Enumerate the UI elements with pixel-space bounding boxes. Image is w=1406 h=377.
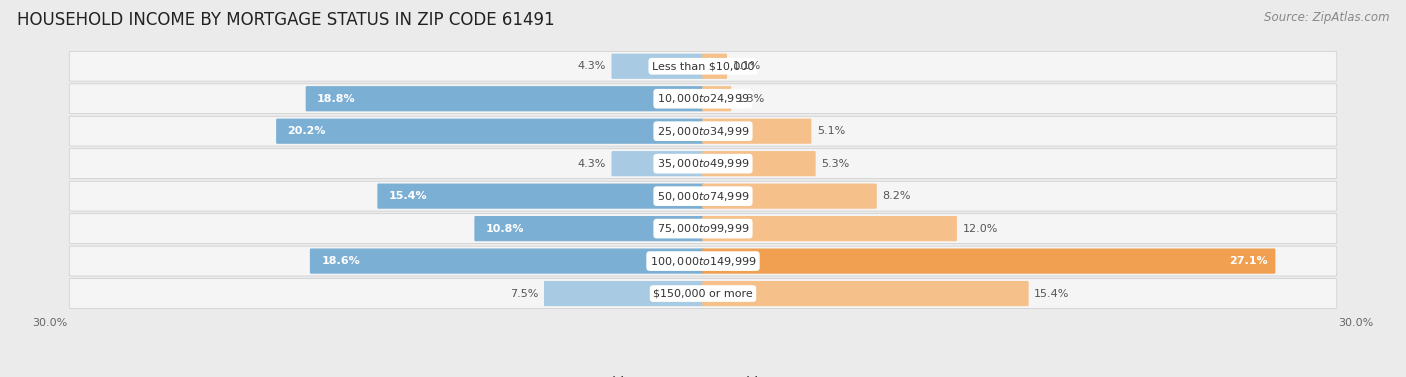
FancyBboxPatch shape — [702, 248, 1275, 274]
FancyBboxPatch shape — [69, 279, 1337, 308]
FancyBboxPatch shape — [305, 86, 704, 111]
Text: 12.0%: 12.0% — [963, 224, 998, 234]
FancyBboxPatch shape — [69, 246, 1337, 276]
Text: 1.3%: 1.3% — [737, 94, 765, 104]
FancyBboxPatch shape — [612, 54, 704, 79]
Text: $35,000 to $49,999: $35,000 to $49,999 — [657, 157, 749, 170]
Text: $75,000 to $99,999: $75,000 to $99,999 — [657, 222, 749, 235]
Text: 7.5%: 7.5% — [510, 288, 538, 299]
FancyBboxPatch shape — [702, 86, 731, 111]
FancyBboxPatch shape — [702, 151, 815, 176]
Text: $100,000 to $149,999: $100,000 to $149,999 — [650, 254, 756, 268]
FancyBboxPatch shape — [474, 216, 704, 241]
FancyBboxPatch shape — [702, 216, 957, 241]
Text: 10.8%: 10.8% — [486, 224, 524, 234]
FancyBboxPatch shape — [377, 184, 704, 209]
FancyBboxPatch shape — [69, 149, 1337, 179]
Text: 5.3%: 5.3% — [821, 159, 849, 169]
Text: $150,000 or more: $150,000 or more — [654, 288, 752, 299]
FancyBboxPatch shape — [702, 281, 1029, 306]
Text: 15.4%: 15.4% — [388, 191, 427, 201]
Text: $25,000 to $34,999: $25,000 to $34,999 — [657, 125, 749, 138]
Text: 8.2%: 8.2% — [883, 191, 911, 201]
Text: 4.3%: 4.3% — [578, 61, 606, 71]
Text: 15.4%: 15.4% — [1035, 288, 1070, 299]
Text: 20.2%: 20.2% — [288, 126, 326, 136]
FancyBboxPatch shape — [276, 119, 704, 144]
FancyBboxPatch shape — [69, 84, 1337, 113]
Text: 27.1%: 27.1% — [1230, 256, 1268, 266]
FancyBboxPatch shape — [702, 184, 877, 209]
FancyBboxPatch shape — [544, 281, 704, 306]
Text: 18.8%: 18.8% — [318, 94, 356, 104]
FancyBboxPatch shape — [69, 181, 1337, 211]
FancyBboxPatch shape — [612, 151, 704, 176]
FancyBboxPatch shape — [69, 214, 1337, 244]
Text: 4.3%: 4.3% — [578, 159, 606, 169]
Text: $50,000 to $74,999: $50,000 to $74,999 — [657, 190, 749, 203]
Text: 30.0%: 30.0% — [32, 318, 67, 328]
FancyBboxPatch shape — [702, 119, 811, 144]
FancyBboxPatch shape — [309, 248, 704, 274]
Text: Source: ZipAtlas.com: Source: ZipAtlas.com — [1264, 11, 1389, 24]
Text: 18.6%: 18.6% — [321, 256, 360, 266]
Text: 5.1%: 5.1% — [817, 126, 845, 136]
FancyBboxPatch shape — [69, 51, 1337, 81]
FancyBboxPatch shape — [69, 116, 1337, 146]
Text: HOUSEHOLD INCOME BY MORTGAGE STATUS IN ZIP CODE 61491: HOUSEHOLD INCOME BY MORTGAGE STATUS IN Z… — [17, 11, 554, 29]
Text: 30.0%: 30.0% — [1339, 318, 1374, 328]
Text: $10,000 to $24,999: $10,000 to $24,999 — [657, 92, 749, 105]
Text: 1.1%: 1.1% — [733, 61, 761, 71]
Text: Less than $10,000: Less than $10,000 — [652, 61, 754, 71]
FancyBboxPatch shape — [702, 54, 727, 79]
Legend: Without Mortgage, With Mortgage: Without Mortgage, With Mortgage — [583, 376, 823, 377]
